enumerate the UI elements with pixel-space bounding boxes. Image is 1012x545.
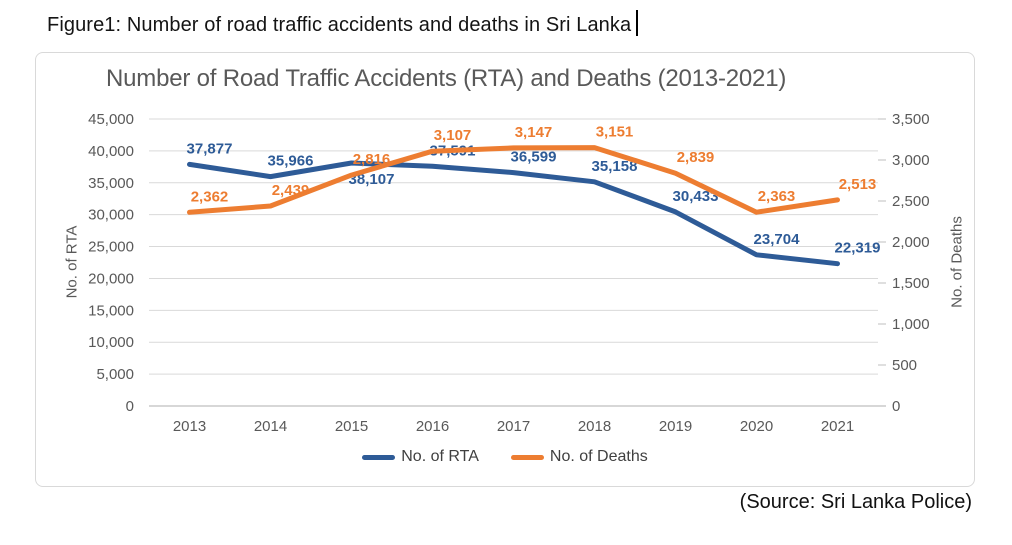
x-axis-label-2014: 2014 [254,418,287,435]
left-axis-tick-label: 5,000 [96,366,134,383]
left-axis-tick-label: 20,000 [88,270,134,287]
left-axis-tick-label: 30,000 [88,207,134,224]
right-axis-tick-label: 2,000 [892,234,930,251]
right-axis-tick-label: 0 [892,398,900,415]
no-of-rta-data-label-2013: 37,877 [187,140,233,157]
left-axis-title: No. of RTA [63,225,81,299]
no-of-rta-data-label-2018: 35,158 [592,158,638,175]
rta-line-marker [362,454,396,460]
no-of-deaths-data-label-2015: 2,816 [353,151,391,168]
chart[interactable]: Number of Road Traffic Accidents (RTA) a… [35,52,975,487]
no-of-deaths-data-label-2013: 2,362 [191,188,229,205]
left-axis-tick-label: 40,000 [88,143,134,160]
legend-label-rta: No. of RTA [401,448,479,465]
chart-title: Number of Road Traffic Accidents (RTA) a… [106,65,787,92]
no-of-rta-line [187,160,840,267]
no-of-deaths-data-label-2016: 3,107 [434,127,472,144]
left-axis-tick-label: 15,000 [88,302,134,319]
x-axis-label-2015: 2015 [335,418,368,435]
deaths-line-marker [510,454,544,460]
left-axis-tick-label: 0 [126,398,134,415]
left-axis-tick-label: 25,000 [88,239,134,256]
no-of-rta-data-label-2020: 23,704 [754,231,801,248]
left-axis-tick-label: 45,000 [88,111,134,128]
x-axis-label-2013: 2013 [173,418,206,435]
legend-item-deaths: No. of Deaths [510,448,648,466]
right-axis-tick-label: 500 [892,357,917,374]
no-of-deaths-line [187,145,840,215]
no-of-rta-data-label-2017: 36,599 [511,149,557,166]
x-axis-label-2021: 2021 [821,418,854,435]
no-of-rta-data-label-2015: 38,107 [349,171,395,188]
right-axis-tick-label: 1,000 [892,316,930,333]
left-axis-tick-label: 35,000 [88,175,134,192]
x-axis-label-2017: 2017 [497,418,530,435]
x-axis-label-2020: 2020 [740,418,773,435]
no-of-deaths-data-label-2019: 2,839 [677,149,715,166]
x-axis-label-2018: 2018 [578,418,611,435]
figure-caption-text: Figure1: Number of road traffic accident… [47,14,632,36]
text-cursor [636,10,639,36]
x-axis-label-2019: 2019 [659,418,692,435]
no-of-rta-data-label-2014: 35,966 [268,153,314,170]
figure-caption: Figure1: Number of road traffic accident… [47,10,639,37]
right-axis-tick-label: 3,500 [892,111,930,128]
legend-label-deaths: No. of Deaths [549,448,648,465]
right-axis-tick-label: 2,500 [892,193,930,210]
source-text: (Source: Sri Lanka Police) [739,491,972,513]
no-of-deaths-data-label-2014: 2,439 [272,182,310,199]
legend: No. of RTA No. of Deaths [36,448,974,466]
right-axis-tick-label: 1,500 [892,275,930,292]
no-of-deaths-data-label-2021: 2,513 [839,176,877,193]
no-of-deaths-data-label-2020: 2,363 [758,188,796,205]
no-of-deaths-data-label-2018: 3,151 [596,124,634,141]
no-of-deaths-data-label-2017: 3,147 [515,124,553,141]
legend-item-rta: No. of RTA [362,448,479,466]
no-of-rta-data-label-2019: 30,433 [673,188,719,205]
left-axis-tick-label: 10,000 [88,334,134,351]
right-axis-title: No. of Deaths [948,216,966,308]
plot-area: 0 5,000 10,000 15,000 20,000 25,000 30,000 35,0… [88,111,930,435]
right-axis-tick-label: 3,000 [892,152,930,169]
no-of-rta-data-label-2021: 22,319 [835,240,881,257]
x-axis-label-2016: 2016 [416,418,449,435]
